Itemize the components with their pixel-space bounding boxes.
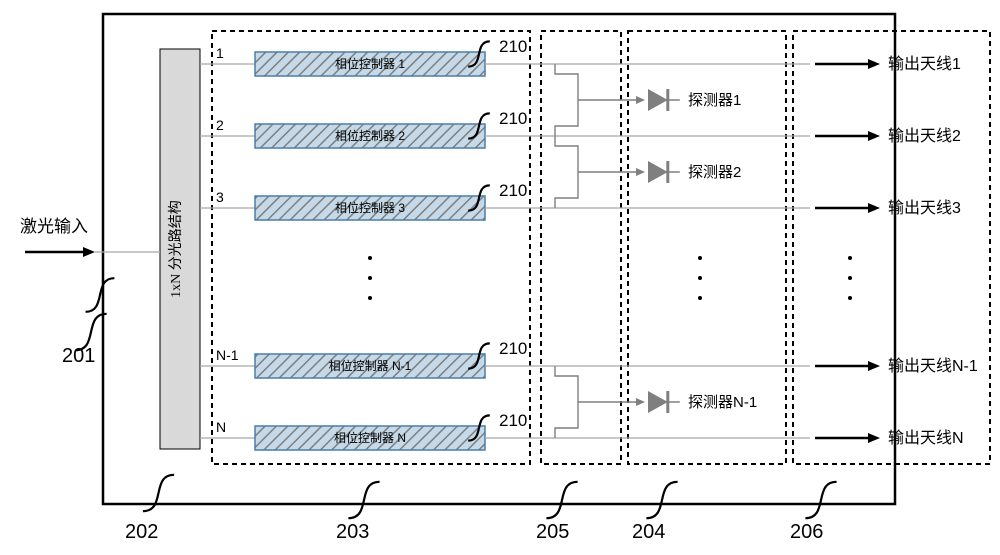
svg-text:2: 2 [216,117,224,133]
svg-text:输出天线2: 输出天线2 [888,127,961,145]
svg-text:输出天线3: 输出天线3 [888,199,961,217]
svg-text:202: 202 [125,521,158,543]
svg-text:1xN 分光路结构: 1xN 分光路结构 [168,200,184,298]
svg-text:输出天线N: 输出天线N [888,429,964,447]
svg-text:相位控制器 3: 相位控制器 3 [335,200,405,215]
svg-text:激光输入: 激光输入 [20,217,88,236]
svg-text:相位控制器 N-1: 相位控制器 N-1 [329,358,412,373]
svg-text:探测器1: 探测器1 [688,92,741,109]
svg-text:210: 210 [499,411,527,430]
svg-text:输出天线1: 输出天线1 [888,55,961,73]
svg-text:201: 201 [62,345,95,367]
svg-text:探测器2: 探测器2 [688,164,741,181]
svg-text:203: 203 [336,521,369,543]
svg-text:N-1: N-1 [216,347,239,363]
svg-text:3: 3 [216,189,224,205]
svg-text:1: 1 [216,45,224,61]
svg-text:210: 210 [499,339,527,358]
svg-text:探测器N-1: 探测器N-1 [688,394,757,411]
svg-text:相位控制器 2: 相位控制器 2 [335,128,405,143]
svg-text:205: 205 [536,521,569,543]
svg-text:输出天线N-1: 输出天线N-1 [888,357,978,375]
svg-text:N: N [216,419,226,435]
svg-text:204: 204 [632,521,665,543]
svg-text:210: 210 [499,109,527,128]
svg-text:206: 206 [790,521,823,543]
svg-text:210: 210 [499,181,527,200]
svg-text:210: 210 [499,37,527,56]
svg-text:相位控制器 N: 相位控制器 N [334,430,406,445]
svg-text:相位控制器 1: 相位控制器 1 [335,56,405,71]
